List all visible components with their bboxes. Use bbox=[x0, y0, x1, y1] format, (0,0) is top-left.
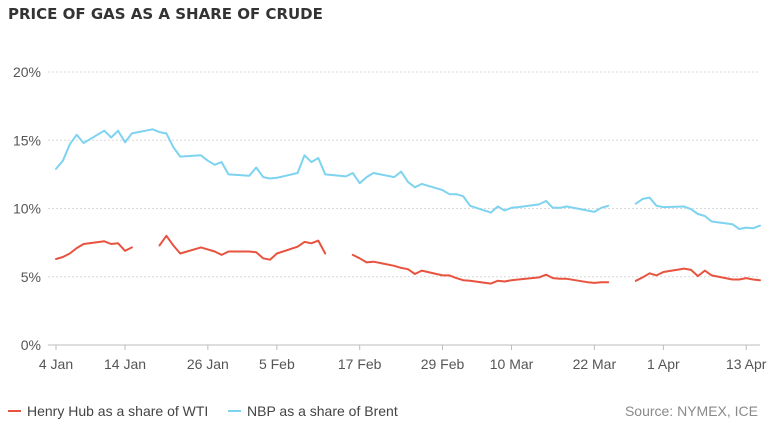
x-tick-label: 29 Feb bbox=[421, 356, 465, 372]
series-line-nbp-segment-0 bbox=[55, 128, 610, 214]
series-line-henry-hub-segment-0 bbox=[55, 240, 133, 260]
x-axis-tick-labels: 4 Jan 14 Jan 26 Jan 5 Feb 17 Feb 29 Feb 10 Mar… bbox=[39, 345, 767, 372]
y-tick-label: 0% bbox=[21, 337, 41, 353]
x-tick-label: 14 Jan bbox=[104, 356, 146, 372]
series-line-henry-hub-segment-3 bbox=[634, 267, 761, 282]
x-tick-label: 10 Mar bbox=[490, 356, 534, 372]
x-tick-label: 26 Jan bbox=[187, 356, 229, 372]
legend-label-nbp: NBP as a share of Brent bbox=[247, 403, 398, 419]
x-tick-label: 22 Mar bbox=[573, 356, 617, 372]
x-tick-label: 5 Feb bbox=[259, 356, 295, 372]
y-tick-label: 5% bbox=[21, 269, 41, 285]
series-line-henry-hub-segment-1 bbox=[158, 234, 327, 261]
y-tick-label: 20% bbox=[13, 64, 41, 80]
legend-label-henry-hub: Henry Hub as a share of WTI bbox=[27, 403, 209, 419]
x-tick-label: 1 Apr bbox=[647, 356, 680, 372]
series-lines bbox=[55, 128, 761, 285]
y-tick-label: 10% bbox=[13, 201, 41, 217]
chart-footer: Henry Hub as a share of WTI NBP as a sha… bbox=[0, 403, 770, 427]
y-axis-tick-labels: 0% 5% 10% 15% 20% bbox=[13, 64, 41, 353]
x-tick-label: 13 Apr bbox=[726, 356, 767, 372]
legend-item-henry-hub: Henry Hub as a share of WTI bbox=[8, 403, 208, 419]
grid-lines bbox=[48, 71, 760, 346]
series-line-henry-hub-segment-2 bbox=[351, 253, 610, 285]
y-tick-label: 15% bbox=[13, 132, 41, 148]
series-line-nbp-segment-1 bbox=[634, 196, 761, 230]
x-tick-label: 4 Jan bbox=[39, 356, 73, 372]
chart-title: PRICE OF GAS AS A SHARE OF CRUDE bbox=[8, 5, 323, 23]
legend-item-nbp: NBP as a share of Brent bbox=[228, 403, 398, 419]
legend-swatch-henry-hub bbox=[8, 410, 21, 412]
source-note: Source: NYMEX, ICE bbox=[624, 403, 758, 419]
x-tick-label: 17 Feb bbox=[338, 356, 382, 372]
legend-swatch-nbp bbox=[228, 410, 241, 412]
line-chart: 0% 5% 10% 15% 20% 4 Jan 14 Jan 26 Jan 5 Feb 17 F… bbox=[13, 64, 767, 372]
